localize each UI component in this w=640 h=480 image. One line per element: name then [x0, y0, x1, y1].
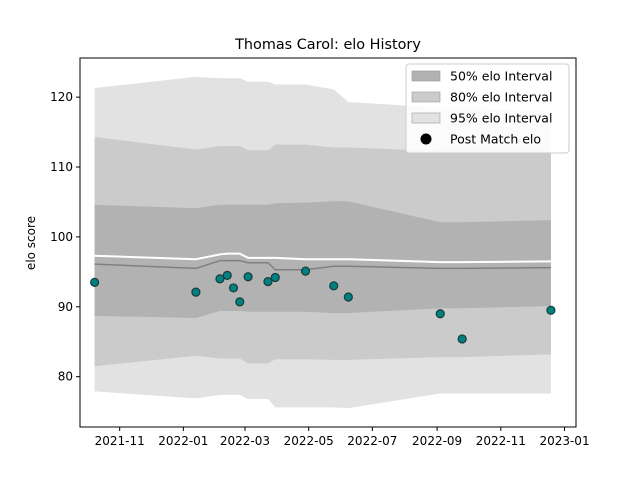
legend-swatch	[411, 70, 441, 82]
post-match-elo-point	[191, 287, 201, 297]
y-tick-label: 80	[58, 370, 73, 384]
y-tick-label: 120	[50, 90, 73, 104]
legend-marker	[420, 133, 432, 145]
legend: 50% elo Interval 80% elo Interval 95% elo …	[405, 63, 570, 154]
post-match-elo-point	[435, 309, 445, 319]
post-match-elo-point	[222, 270, 232, 280]
x-tick-label: 2022-09	[412, 434, 462, 448]
post-match-elo-point	[90, 277, 100, 287]
post-match-elo-point	[343, 292, 353, 302]
plot-frame	[79, 57, 577, 428]
post-match-elo-point	[228, 283, 239, 293]
y-axis-title: elo score	[24, 216, 38, 270]
post-match-elo-point	[546, 305, 556, 315]
y-tick-label: 100	[50, 230, 73, 244]
x-tick-label: 2022-11	[476, 434, 526, 448]
y-tick-label: 90	[58, 300, 73, 314]
x-tick-label: 2022-03	[220, 434, 270, 448]
post-match-elo-point	[215, 274, 225, 284]
legend-label: 50% elo Interval	[450, 69, 552, 84]
post-match-elo-point	[243, 272, 253, 282]
post-match-elo-point	[457, 334, 467, 344]
x-tick-label: 2023-01	[539, 434, 589, 448]
legend-label: 95% elo Interval	[450, 111, 552, 126]
x-tick-label: 2022-07	[347, 434, 397, 448]
post-match-elo-point	[235, 297, 245, 307]
x-tick-label: 2021-11	[95, 434, 145, 448]
legend-swatch	[411, 91, 441, 103]
mean-elo-line	[94, 252, 551, 264]
median-elo-line	[94, 259, 551, 271]
axes: 2021-11 2022-01 2022-03 2022-05 2022-07 2022-…	[50, 57, 590, 448]
post-match-elo-point	[270, 272, 280, 283]
plot-area	[90, 76, 556, 409]
post-match-elo-point	[300, 266, 311, 276]
x-tick-label: 2022-01	[158, 434, 208, 448]
post-match-elo-point	[263, 277, 273, 287]
x-tick-label: 2022-05	[284, 434, 334, 448]
legend-swatch	[411, 112, 441, 124]
legend-label: 80% elo Interval	[450, 90, 552, 105]
legend-label: Post Match elo	[450, 132, 541, 147]
post-match-elo-point	[329, 281, 339, 291]
chart-title: Thomas Carol: elo History	[234, 37, 421, 53]
y-tick-label: 110	[50, 160, 73, 174]
legend-box	[405, 63, 570, 154]
